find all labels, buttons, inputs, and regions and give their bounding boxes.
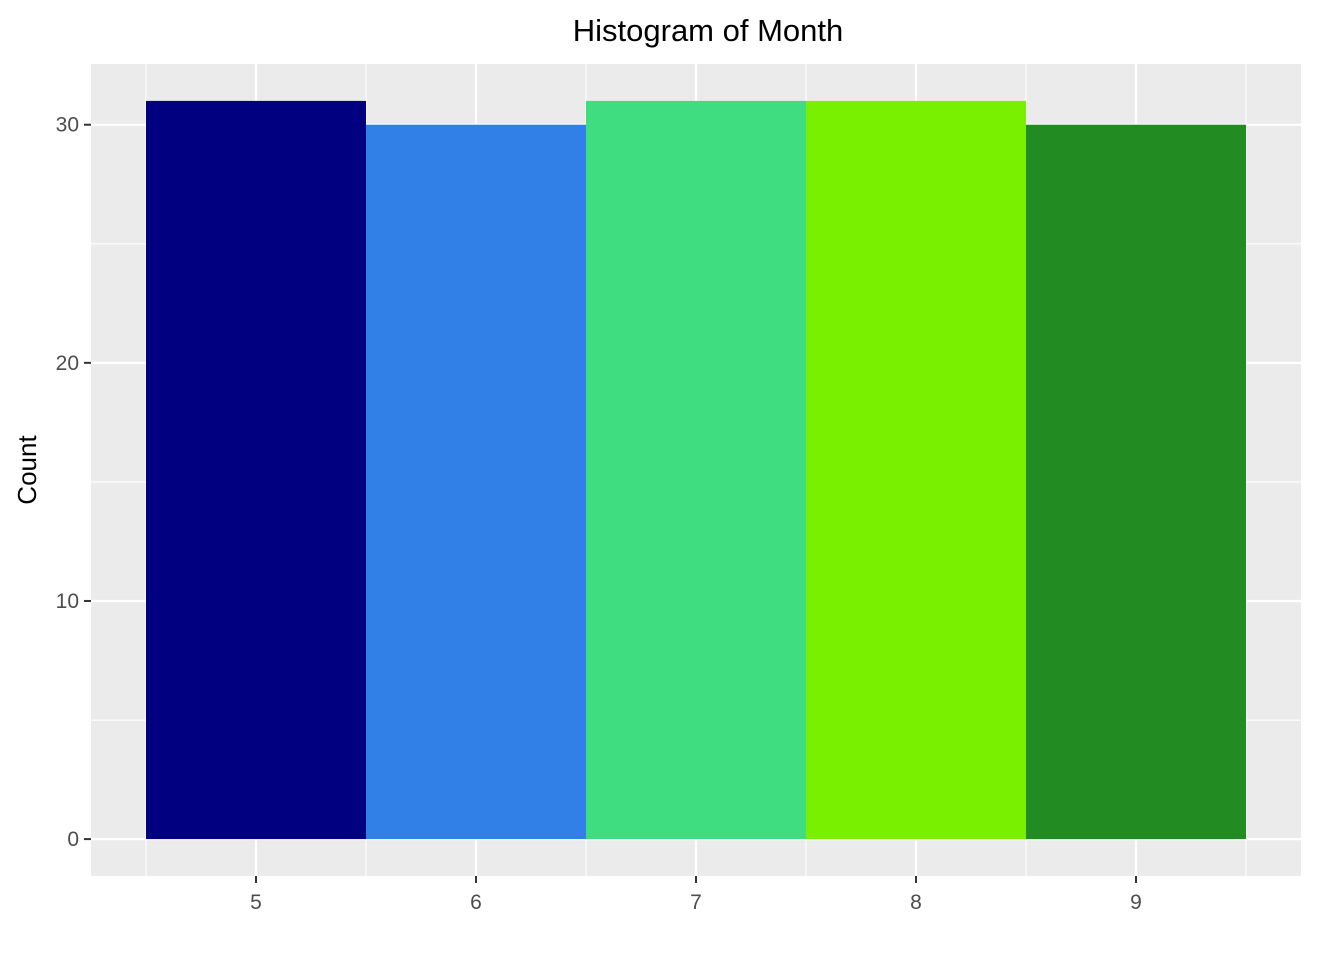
y-axis: 0 10 20 30	[56, 114, 91, 851]
x-tick-label: 5	[250, 891, 262, 914]
chart-title: Histogram of Month	[573, 13, 844, 48]
histogram-bar-5	[146, 100, 366, 840]
histogram-bar-9	[1026, 124, 1246, 840]
y-axis-label: Count	[12, 435, 42, 505]
histogram-bar-6	[366, 124, 586, 840]
x-tick-label: 7	[690, 891, 702, 914]
histogram-bar-8	[806, 100, 1026, 840]
x-tick-label: 8	[910, 891, 922, 914]
x-axis: 5 6 7 8 9	[250, 876, 1142, 914]
y-tick-label: 10	[56, 590, 79, 613]
y-tick-label: 20	[56, 352, 79, 375]
histogram-bars	[146, 100, 1246, 840]
x-tick-label: 6	[470, 891, 482, 914]
x-tick-label: 9	[1130, 891, 1142, 914]
y-tick-label: 0	[67, 828, 79, 851]
histogram-bar-7	[586, 100, 806, 840]
y-tick-label: 30	[56, 114, 79, 137]
